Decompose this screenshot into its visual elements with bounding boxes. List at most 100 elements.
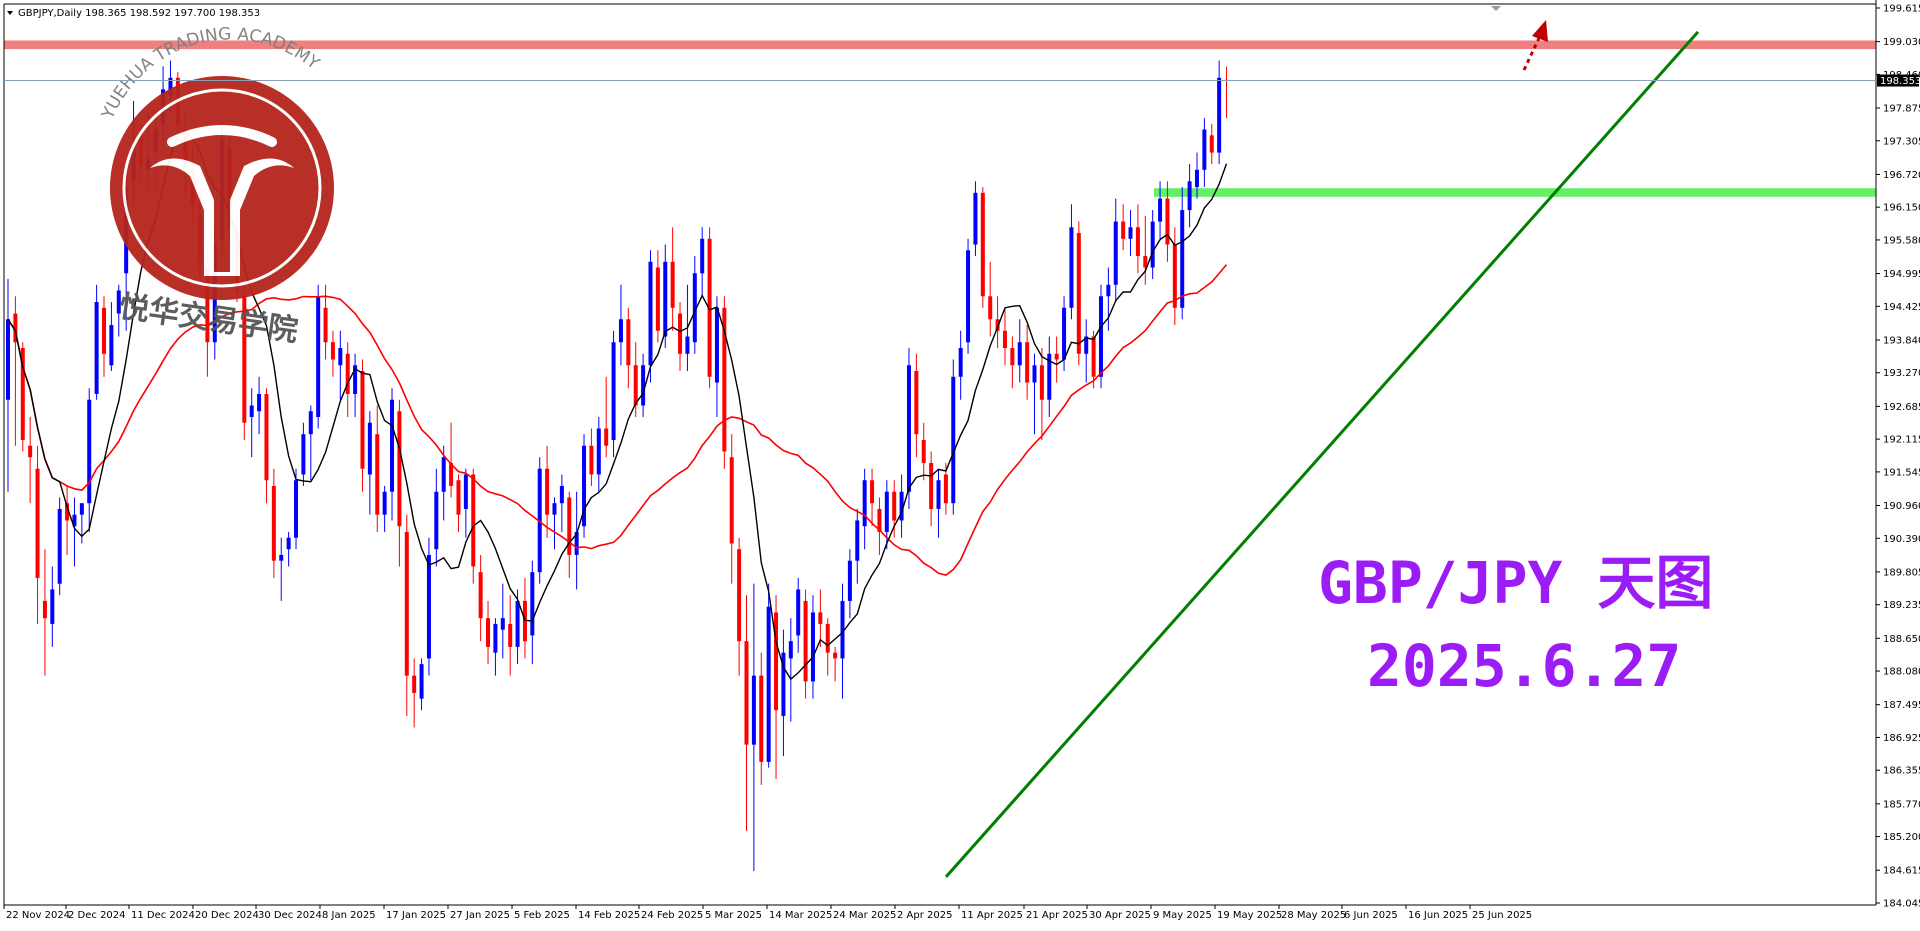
candle-body [42,600,47,619]
candle [655,250,660,343]
candle [574,491,579,590]
candle [545,445,550,538]
candle [729,434,734,584]
candle-body [471,474,476,567]
candle [818,589,823,647]
candle [1150,210,1155,280]
x-tick-label: 9 May 2025 [1153,910,1212,921]
x-tick-label: 28 May 2025 [1281,910,1346,921]
candle [567,491,572,578]
candle-body [1172,244,1177,308]
candle-body [522,600,527,642]
candle [294,468,299,550]
candle [796,577,801,653]
candle-body [404,531,409,676]
header-dropdown-icon[interactable] [7,11,13,15]
candle [626,307,631,389]
candle-body [1165,198,1170,245]
candle-body [271,485,276,561]
watermark-logo-disc [110,76,334,300]
candle-body [35,468,40,578]
y-tick-label: 189.235 [1883,600,1920,611]
candle-body [796,589,801,636]
candle-body [1091,336,1096,377]
uptrend-line [944,30,1700,878]
candle-body [862,480,867,527]
candle [1002,307,1007,366]
y-tick-label: 185.770 [1883,799,1920,810]
breakout-arrow-head [1532,20,1548,42]
candle [500,583,505,659]
candle-body [884,491,889,532]
candle-body [596,428,601,475]
candle-body [382,491,387,515]
candle [803,589,808,699]
overlay-layer: GBP/JPY 天图 2025.6.27 [1318,20,1713,700]
candle [249,388,254,458]
candle [1158,181,1163,239]
candle-body [700,238,705,274]
slow-moving-average [7,264,1228,576]
y-tick-label: 187.495 [1883,700,1920,711]
overlay-date: 2025.6.27 [1367,632,1681,700]
candle [692,256,697,354]
candle [1106,267,1111,331]
candle-body [1062,307,1067,360]
candle-body [833,652,838,659]
candle-body [426,554,431,659]
candle-body [294,480,299,538]
y-tick-label: 199.030 [1883,37,1920,48]
candle [951,359,956,515]
candle-body [914,371,919,435]
candle-body [582,445,587,527]
current-price-box [1877,74,1919,87]
candle [1039,348,1044,440]
y-tick-label: 184.045 [1883,899,1920,910]
candle [774,595,779,780]
candle-body [1106,284,1111,297]
candle [441,445,446,521]
y-tick-label: 193.840 [1883,335,1920,346]
candle [1091,330,1096,389]
x-tick-label: 8 Jan 2025 [322,910,376,921]
candle-body [803,600,808,682]
candle-body [810,612,815,682]
candle-body [744,641,749,745]
candle [382,485,387,532]
candle [618,284,623,366]
candle [1187,164,1192,228]
candle [301,422,306,486]
y-tick-label: 186.925 [1883,733,1920,744]
candle [286,531,291,567]
candle-body [943,474,948,504]
candle-body [330,342,335,360]
candle [345,342,350,417]
candle-body [537,468,542,573]
candle [707,227,712,389]
candle-body [1047,353,1052,400]
candle [42,549,47,676]
candle-body [168,77,173,96]
y-ticks[interactable]: 199.615199.030198.460197.875197.305196.7… [1876,4,1920,910]
candle [759,652,764,785]
candle-body [966,250,971,343]
candle-body [1002,330,1007,349]
candle [390,388,395,521]
candle [1017,319,1022,383]
candle-body [6,319,10,400]
candle-body [109,325,114,366]
candle-body [87,399,92,504]
candle [700,227,705,297]
candle-body [13,313,18,343]
x-tick-label: 2 Apr 2025 [897,910,952,921]
candle [65,485,70,555]
overlay-title: GBP/JPY 天图 [1318,549,1713,617]
candle-body [648,261,653,366]
candle [508,595,513,676]
candle [1217,60,1222,165]
candle [973,181,978,257]
shift-marker-icon[interactable] [1491,6,1501,11]
candle [279,537,284,601]
candle [611,330,616,458]
